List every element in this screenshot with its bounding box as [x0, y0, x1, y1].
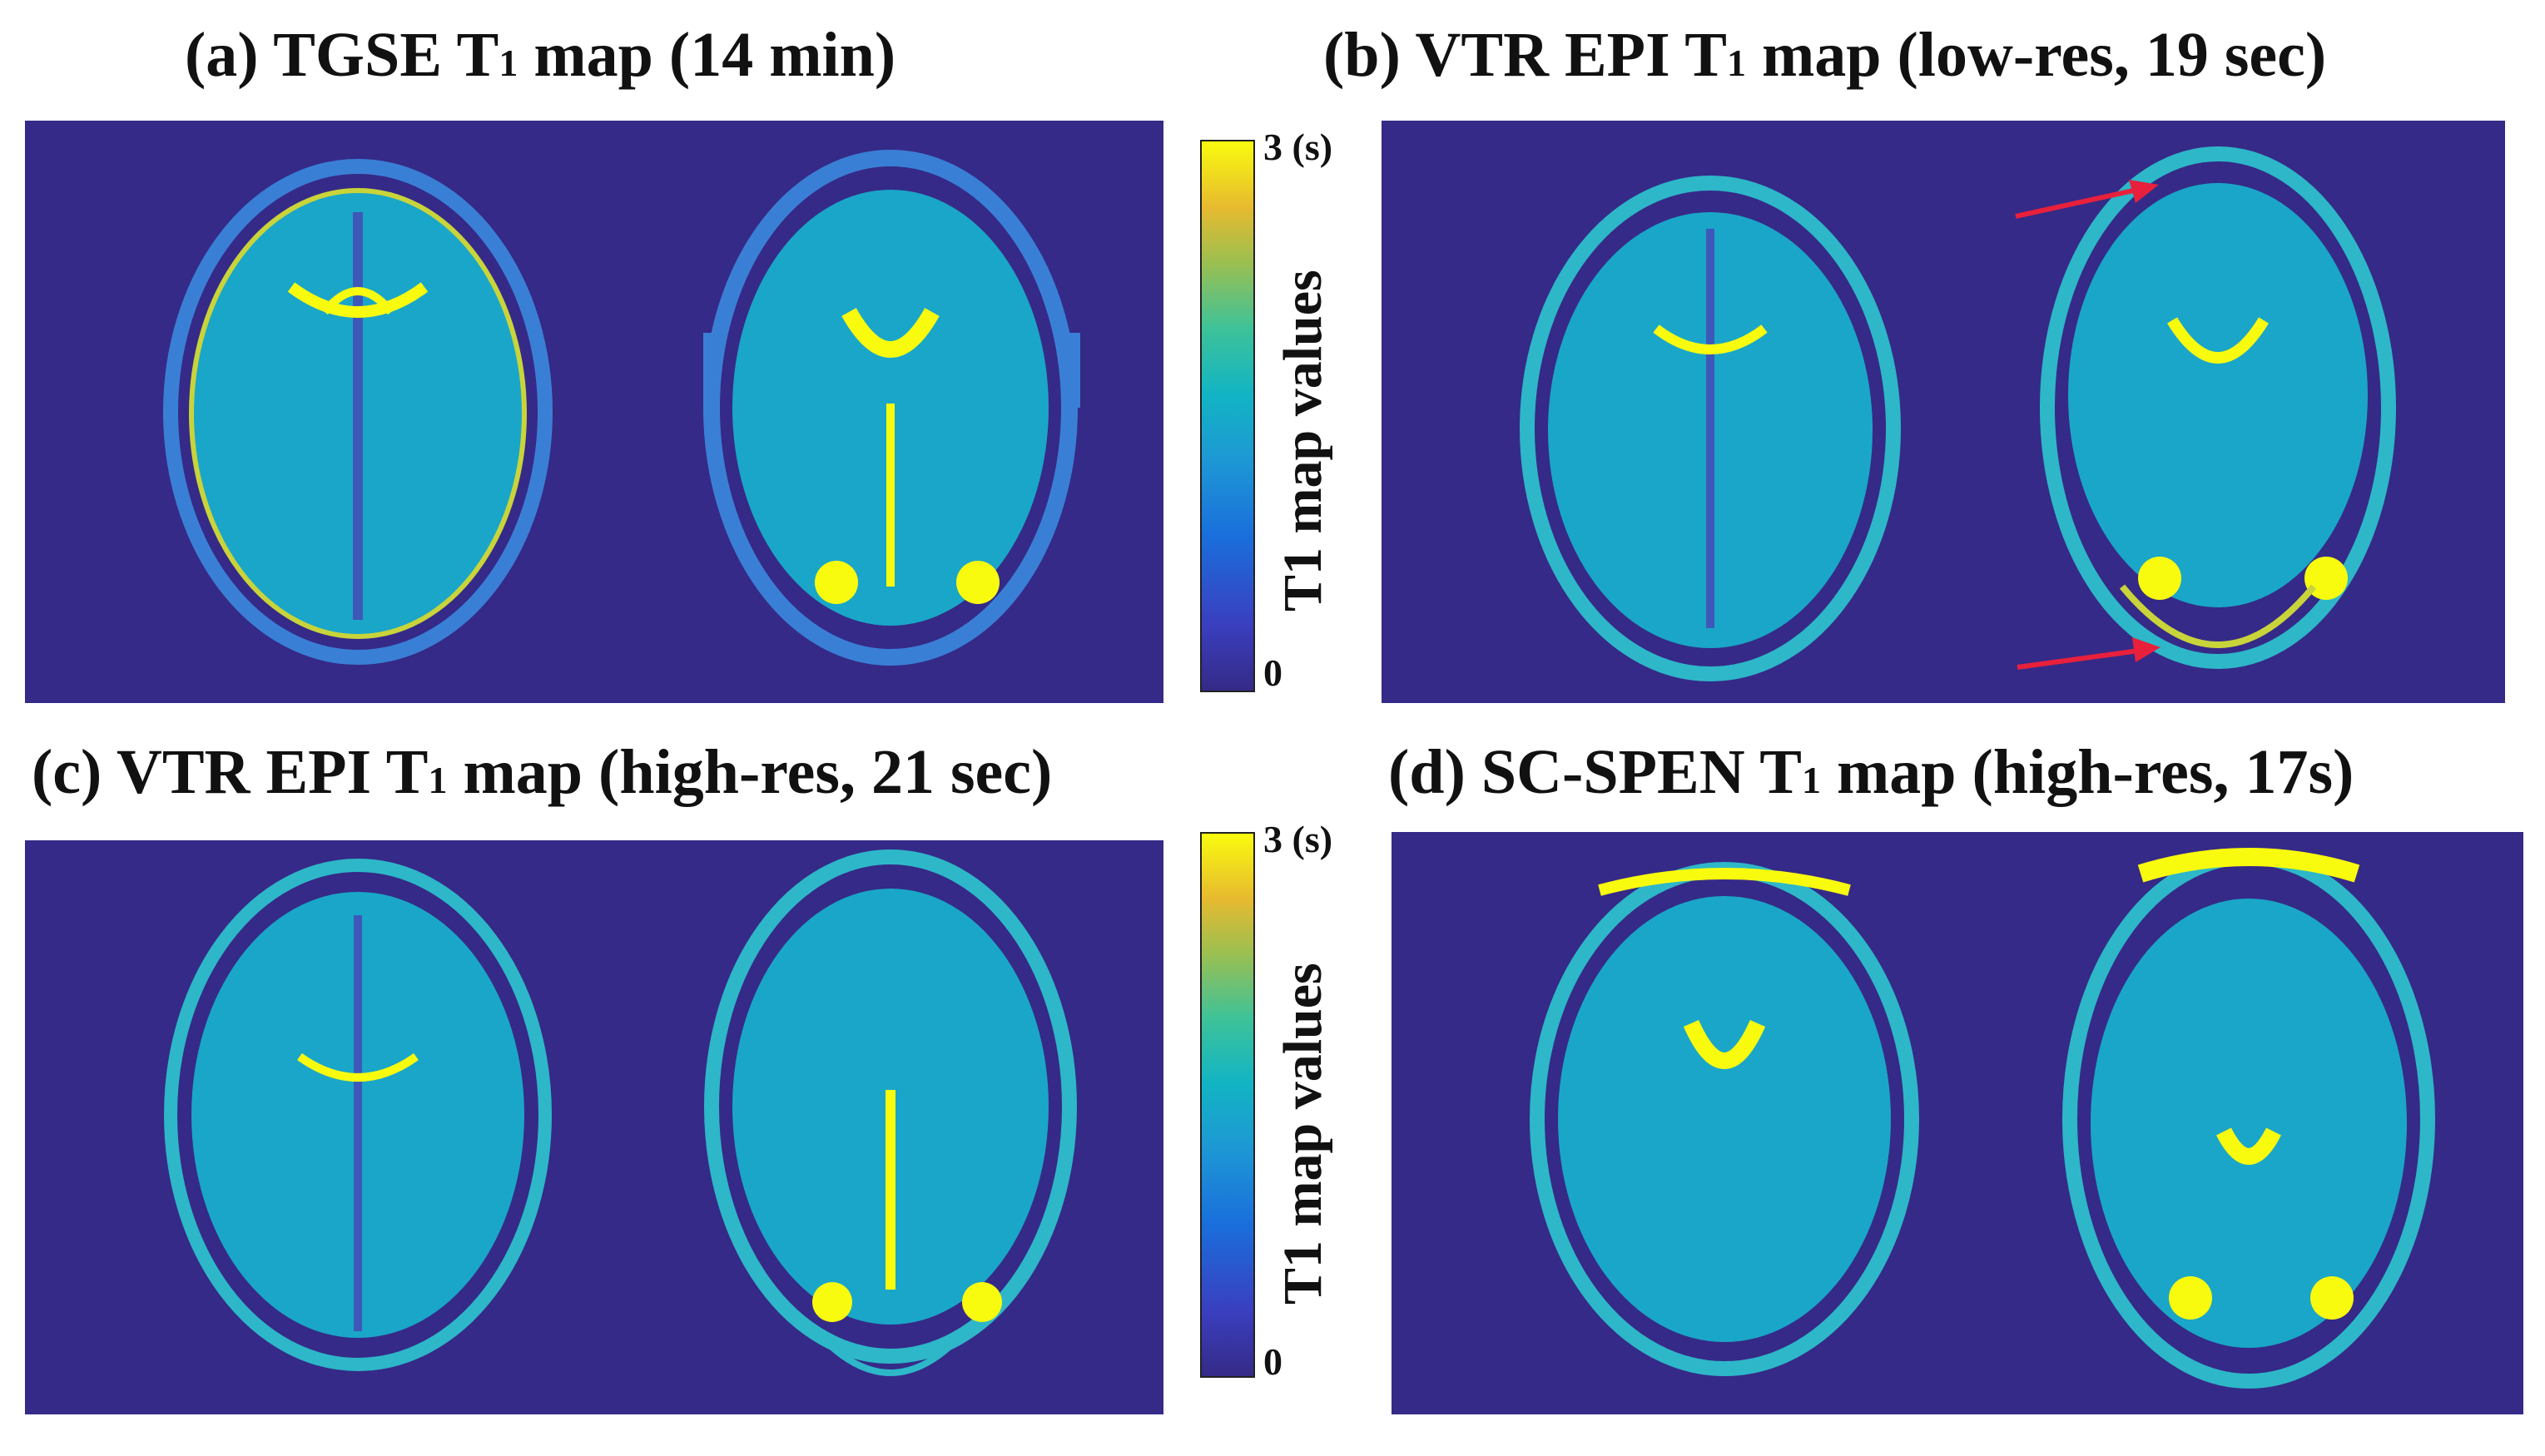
panel-b-arrow-top [2015, 180, 2159, 219]
panel-a-title-rest: map (14 min) [518, 20, 896, 90]
panel-c-title-main: (c) VTR EPI T [32, 737, 429, 807]
panel-d-title-rest: map (high-res, 17s) [1820, 737, 2354, 807]
colorbar-bottom [1200, 832, 1255, 1378]
panel-b-map-image [1382, 121, 2505, 703]
panel-a-brain-slices [163, 150, 1080, 666]
panel-a-title: (a) TGSE T1 map (14 min) [185, 23, 895, 87]
panel-c-title: (c) VTR EPI T1 map (high-res, 21 sec) [32, 740, 1052, 804]
colorbar-top [1200, 140, 1255, 692]
panel-c-title-sub: 1 [428, 759, 448, 801]
colorbar-top-axis-label: T1 map values [1272, 270, 1333, 612]
panel-b-title-main: (b) VTR EPI T [1323, 20, 1727, 90]
panel-b-title-rest: map (low-res, 19 sec) [1745, 20, 2327, 90]
panel-d-title-main: (d) SC-SPEN T [1388, 737, 1802, 807]
panel-b-brain-slices [1520, 146, 2396, 681]
colorbar-top-max-label: 3 (s) [1263, 126, 1333, 168]
panel-a-map-image [25, 121, 1163, 703]
panel-b-title-sub: 1 [1726, 42, 1746, 84]
colorbar-bottom-axis-label: T1 map values [1272, 963, 1333, 1305]
panel-a-title-main: (a) TGSE T [185, 20, 499, 90]
panel-d-title: (d) SC-SPEN T1 map (high-res, 17s) [1388, 740, 2354, 804]
panel-a-title-sub: 1 [499, 42, 518, 84]
colorbar-top-min-label: 0 [1263, 651, 1282, 694]
panel-b-arrow-bottom [2017, 637, 2161, 670]
panel-d-title-sub: 1 [1801, 759, 1821, 801]
panel-c-title-rest: map (high-res, 21 sec) [447, 737, 1053, 807]
colorbar-bottom-min-label: 0 [1263, 1340, 1282, 1383]
panel-b-title: (b) VTR EPI T1 map (low-res, 19 sec) [1323, 23, 2326, 87]
panel-c-map-image [25, 840, 1163, 1414]
panel-d-brain-slices [1530, 848, 2435, 1389]
panel-d-map-image [1392, 832, 2523, 1414]
colorbar-bottom-max-label: 3 (s) [1263, 818, 1333, 860]
panel-c-brain-slices [164, 849, 1077, 1376]
